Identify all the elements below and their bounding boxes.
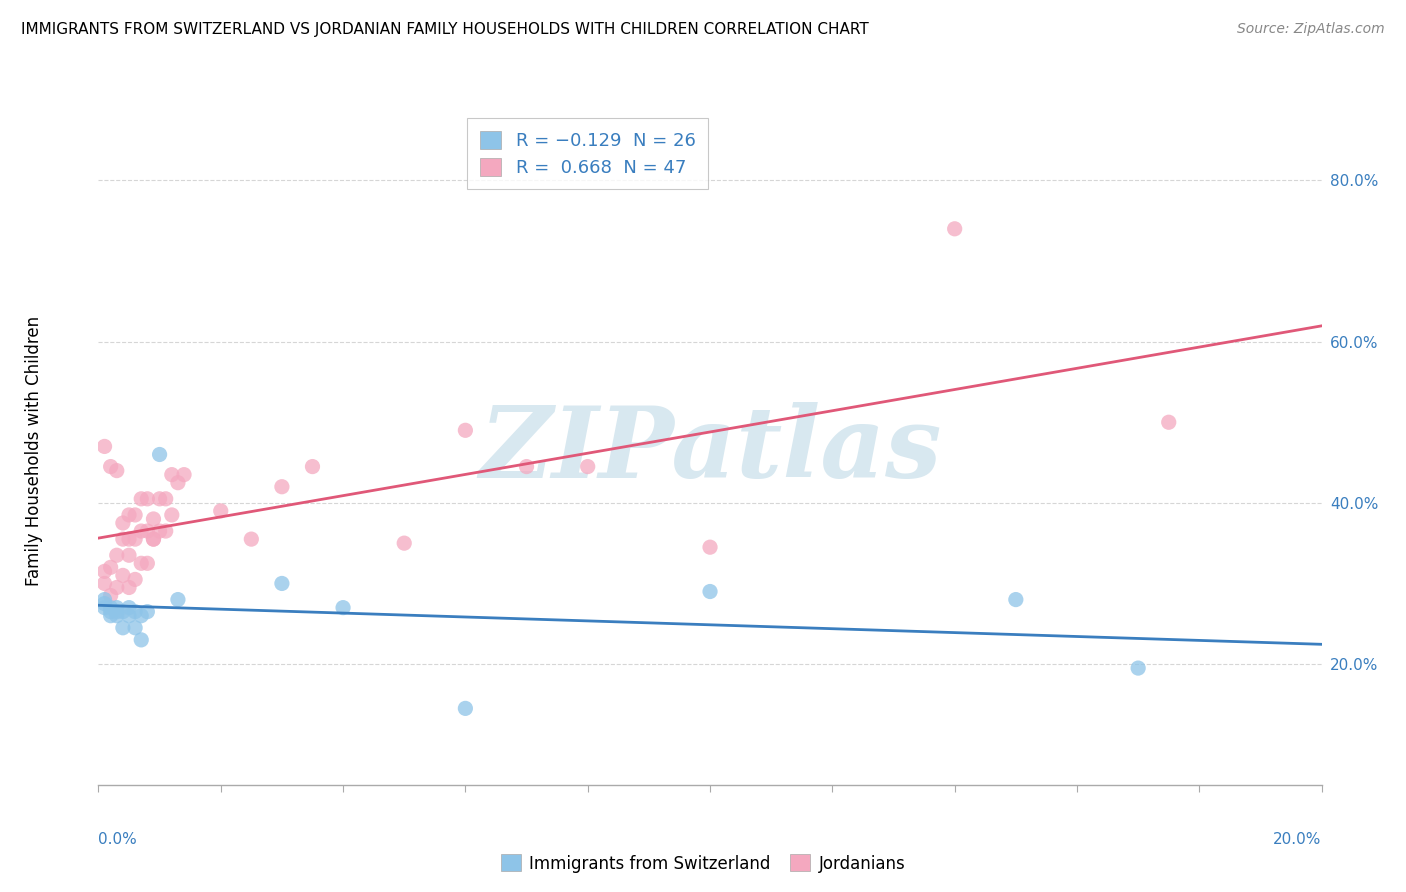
Point [100,600,122,615]
Point [270,576,292,591]
Point [167,592,190,607]
Point [155,524,177,538]
Point [240,532,263,546]
Point [129,524,152,538]
Point [209,504,232,518]
Point [149,524,172,538]
Point [454,701,477,715]
Point [124,573,146,587]
Point [105,581,128,595]
Point [124,605,146,619]
Point [1004,592,1026,607]
Legend: Immigrants from Switzerland, Jordanians: Immigrants from Switzerland, Jordanians [494,847,912,880]
Point [173,467,195,482]
Point [516,459,538,474]
Point [129,608,152,623]
Point [699,540,721,554]
Text: ZIPatlas: ZIPatlas [479,402,941,499]
Legend: R = −0.129  N = 26, R =  0.668  N = 47: R = −0.129 N = 26, R = 0.668 N = 47 [467,119,709,189]
Point [93,592,115,607]
Point [93,565,115,579]
Point [93,439,115,453]
Point [576,459,599,474]
Point [149,491,172,506]
Point [124,508,146,522]
Point [167,475,190,490]
Point [332,600,354,615]
Point [118,581,141,595]
Point [129,557,152,571]
Point [118,608,141,623]
Point [129,632,152,647]
Point [105,608,128,623]
Point [155,491,177,506]
Point [142,512,165,526]
Point [149,448,172,462]
Point [270,480,292,494]
Text: 0.0%: 0.0% [98,831,138,847]
Y-axis label: Family Households with Children: Family Households with Children [25,316,42,585]
Point [105,600,128,615]
Point [392,536,416,550]
Point [100,608,122,623]
Point [1128,661,1150,675]
Point [100,459,122,474]
Point [105,464,128,478]
Text: Source: ZipAtlas.com: Source: ZipAtlas.com [1237,22,1385,37]
Point [105,548,128,562]
Point [100,605,122,619]
Point [160,467,183,482]
Point [118,532,141,546]
Point [136,557,159,571]
Point [118,508,141,522]
Point [100,589,122,603]
Point [142,532,165,546]
Point [93,576,115,591]
Point [1157,415,1180,429]
Point [118,600,141,615]
Point [118,548,141,562]
Point [136,605,159,619]
Point [136,524,159,538]
Point [454,423,477,437]
Point [100,560,122,574]
Point [93,600,115,615]
Point [111,621,134,635]
Point [124,532,146,546]
Point [111,568,134,582]
Point [160,508,183,522]
Point [142,532,165,546]
Point [111,605,134,619]
Point [301,459,323,474]
Point [699,584,721,599]
Text: 20.0%: 20.0% [1274,831,1322,847]
Point [111,532,134,546]
Point [111,516,134,530]
Point [136,491,159,506]
Point [943,222,966,236]
Point [124,621,146,635]
Point [129,491,152,506]
Point [105,605,128,619]
Point [93,597,115,611]
Text: IMMIGRANTS FROM SWITZERLAND VS JORDANIAN FAMILY HOUSEHOLDS WITH CHILDREN CORRELA: IMMIGRANTS FROM SWITZERLAND VS JORDANIAN… [21,22,869,37]
